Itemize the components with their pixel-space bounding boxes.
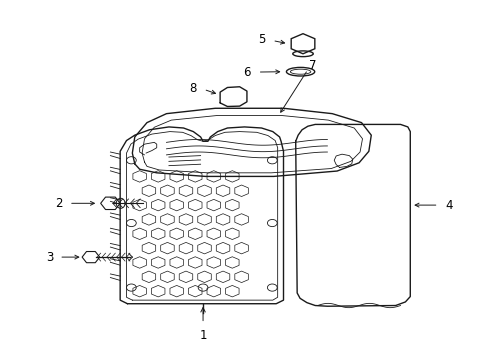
Text: 7: 7 <box>308 59 316 72</box>
Text: 5: 5 <box>257 32 264 46</box>
Text: 4: 4 <box>445 199 452 212</box>
Text: 2: 2 <box>55 197 63 210</box>
Text: 3: 3 <box>46 251 53 264</box>
Text: 8: 8 <box>189 82 197 95</box>
Text: 6: 6 <box>243 66 250 79</box>
Text: 1: 1 <box>199 329 206 342</box>
